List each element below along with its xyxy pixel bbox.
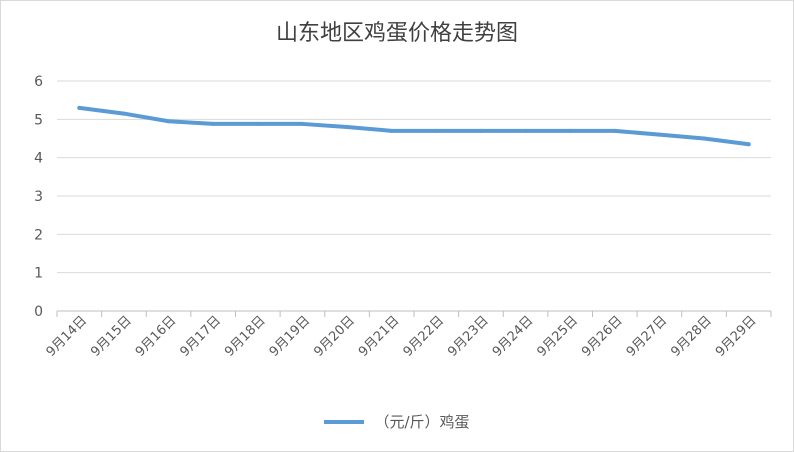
data-point <box>121 111 126 116</box>
x-tick-label: 9月17日 <box>177 313 224 360</box>
y-tick-label: 3 <box>34 189 43 205</box>
data-point <box>568 128 573 133</box>
y-tick-label: 4 <box>34 151 43 167</box>
x-tick-label: 9月19日 <box>267 313 314 360</box>
x-tick-label: 9月24日 <box>490 313 537 360</box>
x-tick-label: 9月14日 <box>44 313 91 360</box>
legend: （元/斤）鸡蛋 <box>1 411 793 432</box>
data-point <box>255 121 260 126</box>
y-tick-label: 1 <box>34 266 43 282</box>
x-tick-label: 9月15日 <box>88 313 135 360</box>
data-point <box>612 128 617 133</box>
x-tick-label: 9月25日 <box>534 313 581 360</box>
x-tick-label: 9月16日 <box>133 313 180 360</box>
data-point <box>746 142 751 147</box>
x-tick-label: 9月27日 <box>624 313 671 360</box>
data-point <box>702 136 707 141</box>
y-tick-label: 0 <box>34 304 43 320</box>
data-point <box>478 128 483 133</box>
x-tick-label: 9月28日 <box>668 313 715 360</box>
x-tick-label: 9月18日 <box>222 313 269 360</box>
x-tick-label: 9月29日 <box>713 313 760 360</box>
series-line <box>77 105 751 147</box>
data-point <box>389 128 394 133</box>
y-tick-label: 2 <box>34 227 43 243</box>
data-point <box>300 121 305 126</box>
data-point <box>434 128 439 133</box>
x-tick-label: 9月21日 <box>356 313 403 360</box>
legend-swatch <box>324 419 365 424</box>
y-tick-label: 6 <box>34 74 43 90</box>
x-tick-label: 9月23日 <box>445 313 492 360</box>
x-tick-label: 9月20日 <box>311 313 358 360</box>
legend-label: （元/斤）鸡蛋 <box>374 413 470 431</box>
data-point <box>345 125 350 129</box>
data-point <box>166 119 171 124</box>
chart-title: 山东地区鸡蛋价格走势图 <box>275 21 518 46</box>
data-point <box>523 128 528 133</box>
data-point <box>211 121 216 126</box>
data-point <box>77 105 82 110</box>
x-tick-label: 9月26日 <box>579 313 626 360</box>
y-tick-label: 5 <box>34 112 43 128</box>
x-tick-label: 9月22日 <box>401 313 448 360</box>
data-point <box>657 132 662 137</box>
